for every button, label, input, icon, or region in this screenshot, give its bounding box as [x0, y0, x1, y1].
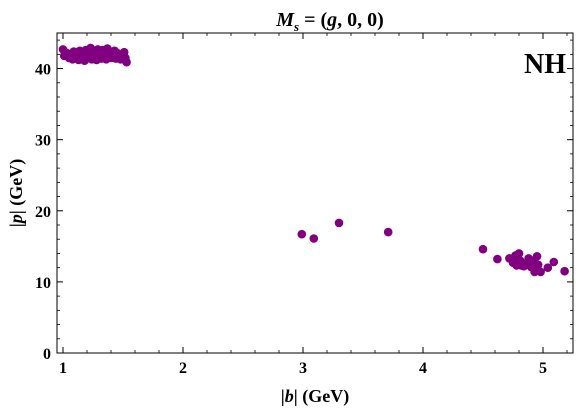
axis-ticks: [57, 33, 573, 354]
data-point: [122, 57, 131, 67]
x-axis-label: |b| (GeV): [281, 386, 349, 407]
data-point: [478, 244, 488, 254]
data-point: [297, 229, 307, 239]
title-m: M: [275, 9, 295, 31]
x-tick-label: 3: [299, 360, 307, 377]
x-tick-label: 4: [419, 360, 427, 377]
x-label-post: | (GeV): [294, 386, 349, 407]
data-points: [58, 43, 569, 277]
y-tick-label: 40: [35, 62, 51, 79]
y-tick-label: 0: [43, 346, 51, 363]
title-subscript: s: [293, 19, 299, 34]
data-point: [514, 249, 524, 258]
data-point: [309, 234, 319, 243]
title-equals: = (: [299, 9, 327, 31]
y-tick-label: 30: [35, 133, 51, 150]
data-point: [560, 266, 569, 276]
svg-text:Ms = (g, 0, 0): Ms = (g, 0, 0): [275, 9, 384, 34]
title-g: g: [326, 9, 337, 31]
plot-frame: [56, 32, 574, 354]
data-point: [493, 254, 502, 264]
data-point: [530, 267, 539, 277]
data-point: [536, 267, 545, 277]
y-label-pre: |: [6, 223, 26, 227]
data-point: [533, 260, 543, 270]
data-point: [383, 227, 393, 237]
y-axis-label: |p| (GeV): [6, 159, 27, 227]
data-point: [532, 251, 542, 261]
chart-title: Ms = (g, 0, 0): [275, 9, 384, 34]
data-point: [549, 257, 559, 267]
x-tick-label: 5: [539, 360, 547, 377]
title-rest: , 0, 0): [337, 9, 384, 31]
nh-annotation: NH: [524, 49, 566, 80]
data-point: [334, 218, 344, 228]
y-tick-label: 10: [35, 275, 51, 292]
x-label-pre: |: [281, 386, 285, 406]
x-tick-label: 1: [59, 360, 67, 377]
y-label-post: | (GeV): [6, 159, 27, 214]
data-point: [543, 263, 553, 273]
tick-labels: 1 2 3 4 5 0 10 20 30 40: [35, 62, 547, 377]
x-tick-label: 2: [179, 360, 187, 377]
y-tick-label: 20: [35, 204, 51, 221]
x-label-var: b: [285, 386, 294, 406]
y-label-var: p: [6, 214, 26, 225]
